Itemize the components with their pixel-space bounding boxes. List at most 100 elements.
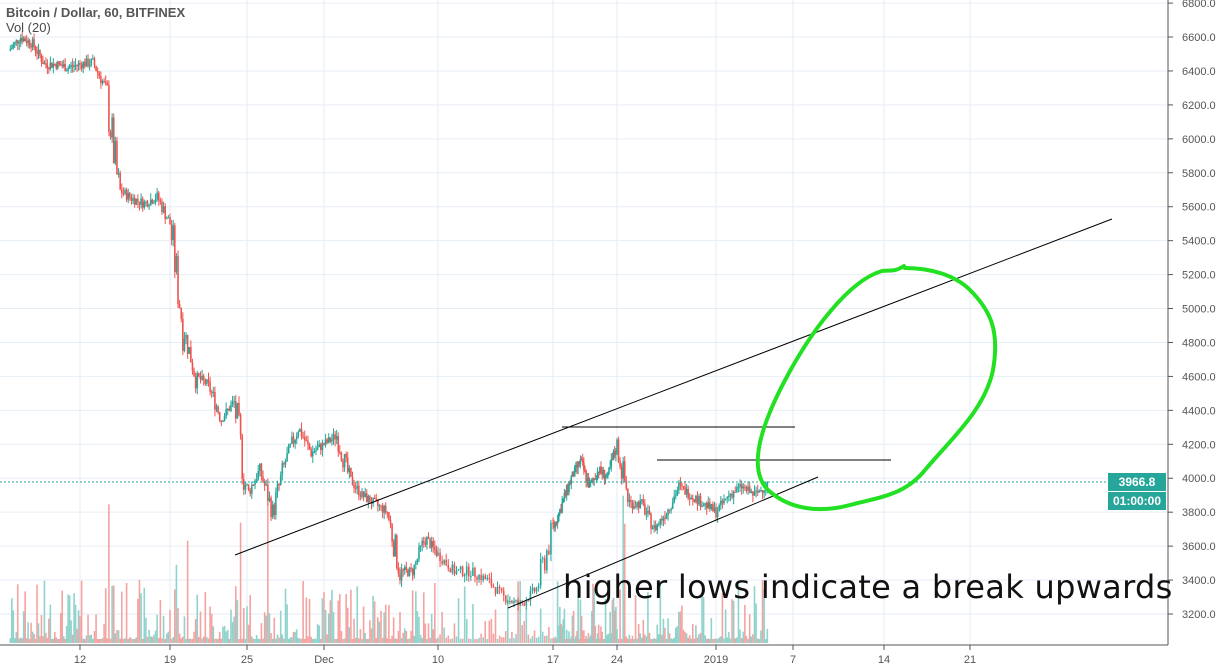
volume-bar [554,636,557,643]
candle-body [302,436,304,438]
candle-body [747,486,749,491]
candle-body [403,567,406,571]
candle-body [661,518,663,521]
candle-body [300,428,303,437]
candle-body [278,484,280,486]
candle-body [752,491,754,496]
volume-bar [459,638,462,643]
candle-body [276,484,279,493]
candle-body [372,497,374,504]
candle-body [472,567,474,576]
volume-bar [180,638,183,643]
lower-trendline[interactable] [507,476,819,609]
candle-body [120,189,123,194]
volume-bar [567,638,569,643]
annotation-text[interactable]: higher lows indicate a break upwards [563,568,1173,606]
candle-body [254,480,256,486]
volume-bar [92,638,94,643]
volume-bar [120,591,123,643]
candle-body [693,499,696,502]
time-tick-label: 21 [964,654,976,666]
upper-trendline[interactable] [234,218,1113,556]
volume-bar [435,638,438,643]
volume-bar [15,632,18,643]
candle-body [684,487,686,495]
candle-body [100,76,102,84]
volume-bar [627,638,629,643]
candle-body [763,490,765,493]
volume-bar [729,638,732,643]
candle-body [143,201,146,208]
volume-bar [175,564,178,643]
volume-bar [130,638,133,643]
volume-bar [437,637,439,643]
candle-body [575,465,577,468]
volume-indicator-label[interactable]: Vol (20) [6,20,51,35]
volume-bar [616,629,618,643]
drawings[interactable] [234,218,1113,609]
candle-body [731,494,733,498]
volume-bar [112,585,115,643]
highlight-circle[interactable] [755,264,998,512]
volume-bar [486,638,489,643]
volume-bar [283,638,285,643]
candle-body [580,459,583,461]
candle-body [461,566,464,577]
volume-bar [104,588,107,643]
volume-bar [698,634,700,643]
volume-bar [193,631,195,643]
time-axis[interactable]: 12 19 25 Dec 10 17 24 2019 7 14 21 [74,645,976,666]
candle-body [670,508,672,511]
volume-bar [723,638,725,643]
price-tick-label: 4400.0 [1182,405,1216,417]
volume-bar [141,638,144,643]
candle-body [345,454,347,458]
candle-body [84,62,86,67]
volume-bar [70,620,72,643]
candle-body [124,190,126,194]
volume-bar [79,616,81,643]
volume-bar [394,638,397,643]
candle-body [209,381,211,392]
candle-body [156,192,158,200]
volume-bar [273,617,276,643]
candle-body [151,199,154,204]
volume-bar [302,581,304,643]
volume-bar [42,636,44,643]
volume-bar [637,623,640,643]
candle-body [671,502,674,509]
volume-bar [318,625,320,643]
volume-bar [169,609,171,643]
candle-body [548,550,550,555]
volume-bar [415,591,417,643]
candle-body [373,497,376,499]
volume-bar [490,618,493,643]
price-tick-label: 3200.0 [1182,609,1216,621]
candle-body [180,307,183,319]
candle-body [586,478,589,482]
time-tick-label: 7 [790,654,796,666]
time-tick-label: 17 [547,654,559,666]
candle-body [169,217,171,225]
candle-body [257,470,260,480]
volume-bar [584,639,586,643]
candle-body [615,454,617,456]
volume-bar [653,638,655,643]
candle-body [745,487,748,491]
volume-bar [238,638,240,643]
candle-body [654,525,657,531]
volume-bar [27,622,29,643]
volume-bar [445,637,448,643]
volume-bar [61,590,64,643]
volume-bar [183,616,186,643]
candle-body [222,421,224,423]
volume-bar [492,633,495,643]
candle-body [709,502,711,509]
candle-body [85,58,88,67]
volume-bar [565,629,568,643]
candle-body [381,505,384,513]
price-axis[interactable]: 3200.0 3400.0 3600.0 3800.0 4000.0 4200.0 4400… [1168,0,1216,621]
volume-bar [52,638,55,643]
candle-body [98,72,101,77]
